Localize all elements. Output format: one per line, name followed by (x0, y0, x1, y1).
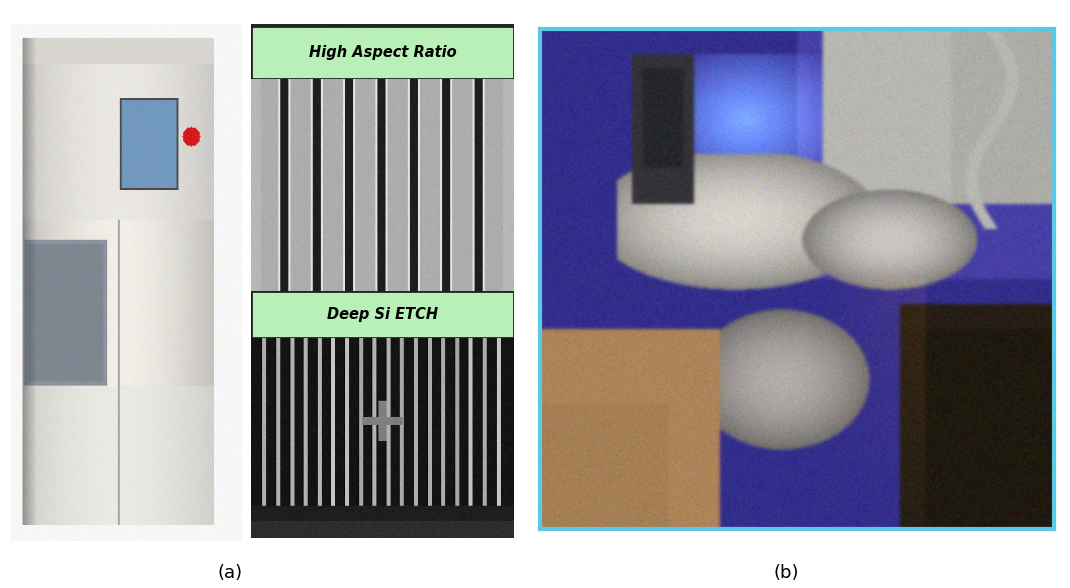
FancyBboxPatch shape (251, 26, 514, 79)
Text: High Aspect Ratio: High Aspect Ratio (309, 45, 456, 61)
Text: (b): (b) (774, 564, 799, 582)
FancyBboxPatch shape (251, 291, 514, 338)
Text: (a): (a) (217, 564, 243, 582)
Text: Deep Si ETCH: Deep Si ETCH (327, 307, 438, 322)
